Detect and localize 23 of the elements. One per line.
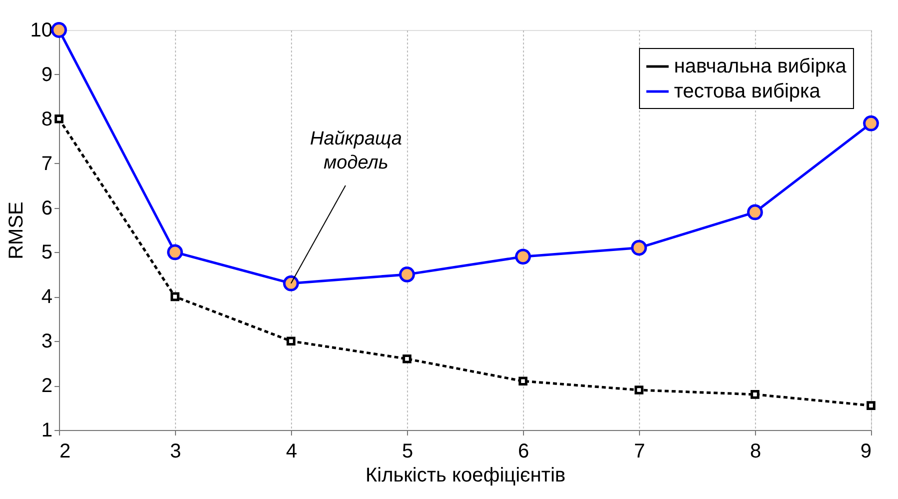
y-tick-label: 7 [41,152,52,175]
legend-label: тестова вибірка [674,80,822,102]
legend-label: навчальна вибірка [674,56,848,78]
x-tick-label: 8 [750,440,762,462]
y-tick-label: 8 [41,108,52,130]
y-tick-label: 9 [41,64,52,86]
y-axis-title: RMSE [5,202,28,260]
x-tick-label: 6 [518,440,530,462]
y-tick-label: 4 [41,286,52,308]
y-tick-label: 5 [41,242,52,264]
x-axis-title: Кількість коефіцієнтів [365,464,566,486]
y-tick-label: 3 [41,330,52,353]
y-tick-label: 1 [41,420,52,442]
annotation: Найкраща модель [310,128,402,174]
y-tick-label: 6 [41,197,52,220]
x-tick-label: 4 [286,440,298,462]
y-tick-label: 10 [30,20,52,42]
y-tick-label: 2 [41,375,52,398]
x-tick-label: 7 [634,440,646,462]
x-tick-label: 3 [170,440,182,462]
x-tick-label: 5 [402,440,414,462]
x-tick-label: 9 [860,440,872,462]
x-tick-label: 2 [60,440,71,462]
